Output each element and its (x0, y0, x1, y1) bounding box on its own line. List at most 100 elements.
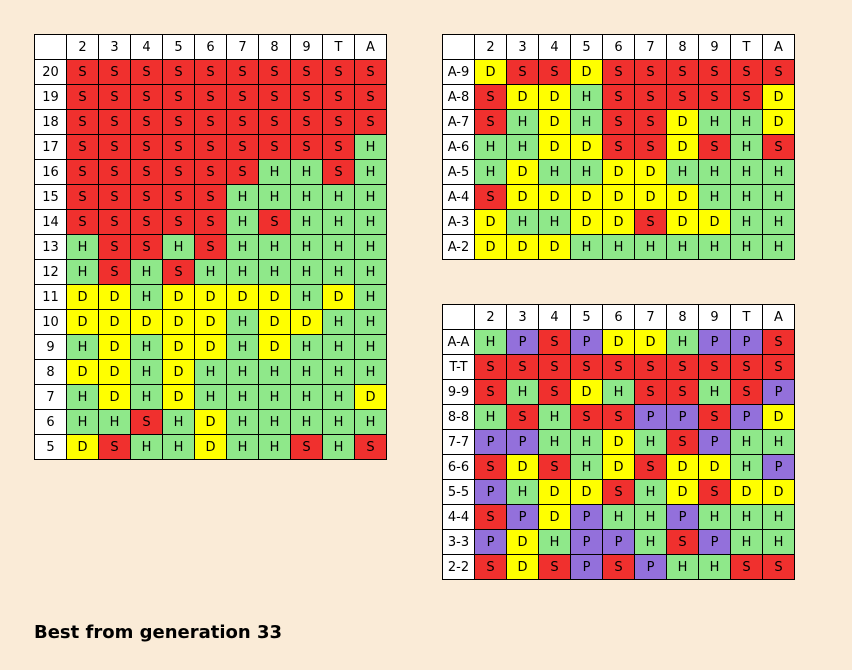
table-row: 19 S S S S S S S S S S (34, 84, 387, 110)
action-cell: S (290, 134, 323, 160)
action-cell: S (666, 429, 699, 455)
action-cell: S (602, 554, 635, 580)
dealer-card-header: 5 (162, 34, 195, 60)
action-cell: H (506, 109, 539, 135)
action-cell: H (258, 234, 291, 260)
action-cell: D (666, 454, 699, 480)
dealer-card-header: 4 (130, 34, 163, 60)
action-cell: D (258, 309, 291, 335)
action-cell: H (354, 284, 387, 310)
action-cell: D (762, 404, 795, 430)
action-cell: P (730, 404, 763, 430)
dealer-card-header: T (730, 304, 763, 330)
action-cell: S (130, 159, 163, 185)
action-cell: H (602, 504, 635, 530)
action-cell: S (474, 84, 507, 110)
action-cell: H (258, 434, 291, 460)
action-cell: S (130, 409, 163, 435)
action-cell: S (474, 184, 507, 210)
hand-label: 7-7 (442, 429, 475, 455)
action-cell: S (506, 404, 539, 430)
action-cell: H (506, 479, 539, 505)
action-cell: H (66, 409, 99, 435)
dealer-card-header: 3 (506, 34, 539, 60)
action-cell: H (634, 504, 667, 530)
table-row: A-2 D D D H H H H H H H (442, 234, 795, 260)
action-cell: D (730, 479, 763, 505)
action-cell: H (66, 334, 99, 360)
hand-label: 4-4 (442, 504, 475, 530)
action-cell: P (474, 529, 507, 555)
action-cell: H (162, 234, 195, 260)
action-cell: S (634, 454, 667, 480)
table-row: A-8 S D D H S S S S S D (442, 84, 795, 110)
table-row: A-6 H H D D S S D S H S (442, 134, 795, 160)
action-cell: H (698, 379, 731, 405)
action-cell: H (322, 434, 355, 460)
action-cell: S (634, 109, 667, 135)
action-cell: S (322, 109, 355, 135)
action-cell: D (98, 359, 131, 385)
action-cell: S (194, 184, 227, 210)
action-cell: D (130, 309, 163, 335)
action-cell: S (666, 84, 699, 110)
action-cell: S (666, 529, 699, 555)
action-cell: S (602, 84, 635, 110)
action-cell: S (538, 329, 571, 355)
hand-label: 12 (34, 259, 67, 285)
action-cell: S (98, 134, 131, 160)
dealer-card-header: 3 (506, 304, 539, 330)
action-cell: S (354, 59, 387, 85)
action-cell: H (226, 234, 259, 260)
action-cell: S (762, 134, 795, 160)
action-cell: P (506, 504, 539, 530)
action-cell: S (634, 379, 667, 405)
table-row: 10 D D D D D H D D H H (34, 309, 387, 335)
action-cell: D (258, 334, 291, 360)
table-row: 14 S S S S S H S H H H (34, 209, 387, 235)
action-cell: S (322, 84, 355, 110)
action-cell: S (290, 109, 323, 135)
action-cell: S (66, 184, 99, 210)
action-cell: D (66, 284, 99, 310)
action-cell: P (762, 379, 795, 405)
dealer-card-header: 7 (634, 304, 667, 330)
action-cell: P (762, 454, 795, 480)
table-row: 11 D D H D D D D H D H (34, 284, 387, 310)
action-cell: S (322, 134, 355, 160)
action-cell: H (570, 234, 603, 260)
action-cell: H (730, 504, 763, 530)
action-cell: H (226, 434, 259, 460)
action-cell: S (66, 134, 99, 160)
action-cell: S (258, 84, 291, 110)
action-cell: S (258, 109, 291, 135)
action-cell: S (194, 59, 227, 85)
action-cell: P (730, 329, 763, 355)
action-cell: S (762, 329, 795, 355)
action-cell: P (506, 329, 539, 355)
action-cell: S (570, 404, 603, 430)
action-cell: P (570, 554, 603, 580)
action-cell: D (194, 409, 227, 435)
action-cell: H (354, 309, 387, 335)
action-cell: H (322, 209, 355, 235)
action-cell: P (570, 504, 603, 530)
action-cell: S (538, 454, 571, 480)
action-cell: H (666, 329, 699, 355)
action-cell: D (506, 184, 539, 210)
action-cell: H (290, 184, 323, 210)
action-cell: S (698, 354, 731, 380)
action-cell: D (634, 329, 667, 355)
action-cell: H (354, 134, 387, 160)
action-cell: H (258, 159, 291, 185)
action-cell: D (666, 184, 699, 210)
action-cell: H (354, 409, 387, 435)
action-cell: H (130, 434, 163, 460)
action-cell: H (730, 454, 763, 480)
action-cell: D (602, 184, 635, 210)
action-cell: S (98, 259, 131, 285)
action-cell: P (570, 329, 603, 355)
action-cell: H (506, 209, 539, 235)
